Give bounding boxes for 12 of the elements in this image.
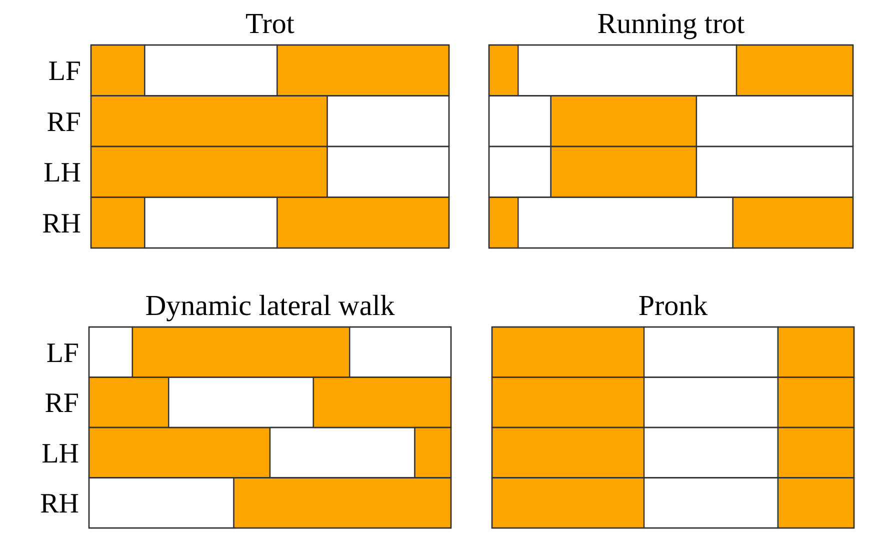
chart-title: Trot bbox=[246, 8, 294, 40]
chart-title: Running trot bbox=[597, 8, 745, 40]
y-tick-label: RH bbox=[42, 208, 81, 240]
y-tick-label: LH bbox=[42, 438, 79, 470]
y-tick-label: LF bbox=[46, 338, 79, 369]
y-tick-label: RH bbox=[40, 488, 79, 520]
chart-title: Pronk bbox=[638, 290, 708, 322]
y-tick-label: LF bbox=[48, 56, 81, 88]
y-tick-label: LH bbox=[44, 158, 81, 189]
y-tick-label: RF bbox=[46, 106, 81, 138]
y-tick-label: RF bbox=[44, 388, 79, 420]
chart-title: Dynamic lateral walk bbox=[145, 290, 396, 322]
